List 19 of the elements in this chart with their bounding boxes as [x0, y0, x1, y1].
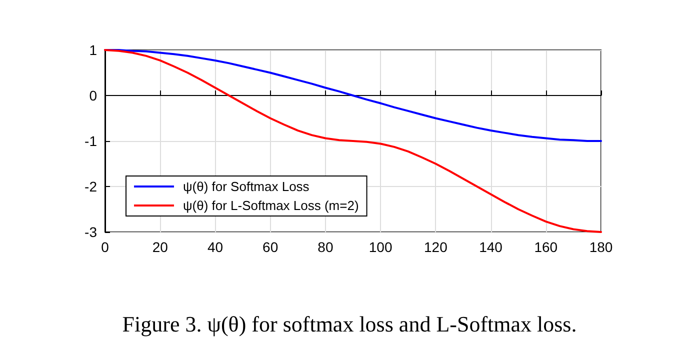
text: Figure 3. ψ(θ) for softmax loss and L-Softmax loss. [122, 312, 577, 336]
legend-label: ψ(θ) for Softmax Loss [183, 179, 310, 194]
x-tick-label: 160 [534, 239, 558, 255]
x-tick-label: 20 [152, 239, 168, 255]
x-tick-label: 100 [368, 239, 392, 255]
y-tick-label: -3 [84, 224, 98, 240]
legend-label: ψ(θ) for L-Softmax Loss (m=2) [183, 198, 359, 213]
x-tick-label: 180 [589, 239, 613, 255]
line-series [104, 49, 602, 233]
x-tick-label: 60 [262, 239, 278, 255]
y-tick-label: 1 [89, 42, 98, 58]
x-tick-label: 0 [101, 239, 110, 255]
y-tick-label: -1 [84, 133, 98, 149]
x-tick-label: 120 [424, 239, 448, 255]
y-tick-label: -2 [84, 178, 98, 194]
y-tick-label: 0 [89, 88, 98, 104]
x-tick-label: 40 [207, 239, 224, 255]
x-tick-label: 80 [318, 239, 334, 255]
x-tick-label: 140 [479, 239, 503, 255]
